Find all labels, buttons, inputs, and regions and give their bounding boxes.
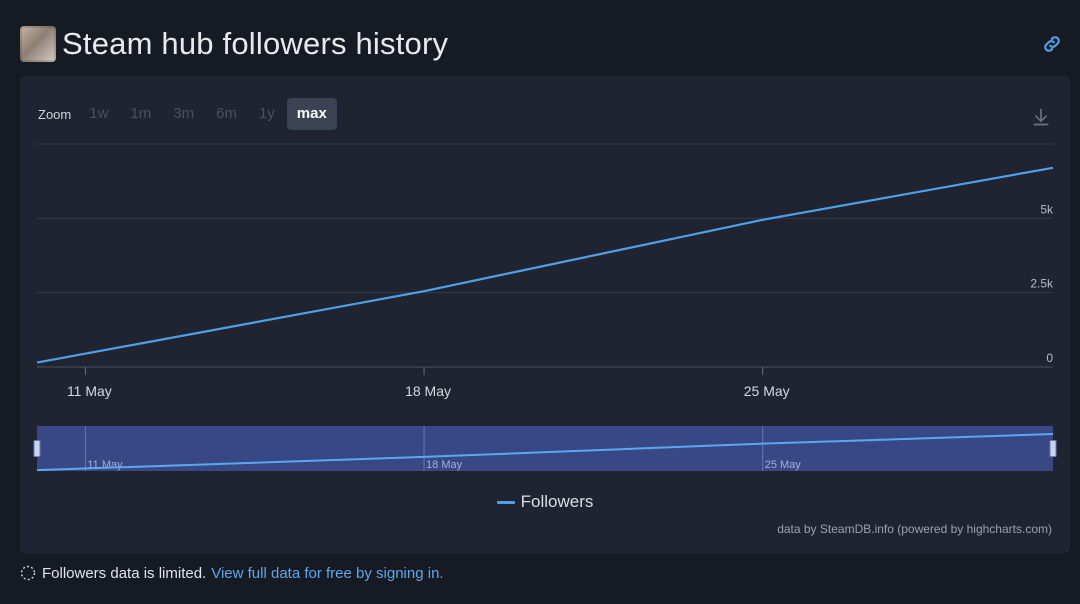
sign-in-link[interactable]: View full data for free by signing in. <box>211 564 444 582</box>
y-tick-label-1: 2.5k <box>1030 277 1054 291</box>
y-tick-label-2: 5k <box>1040 202 1054 216</box>
navigator-handle-left[interactable] <box>33 440 41 457</box>
legend-swatch-followers <box>496 500 515 504</box>
chart-credits[interactable]: data by SteamDB.info (powered by highcha… <box>777 522 1052 536</box>
notice-text: Followers data is limited. <box>42 564 207 582</box>
series-line-followers <box>36 166 1054 364</box>
data-limited-notice: Followers data is limited. View full dat… <box>20 563 444 583</box>
y-tick-label-0: 0 <box>1046 351 1053 365</box>
x-tick-label-2: 25 May <box>744 383 790 399</box>
page-title: Steam hub followers history <box>62 26 449 61</box>
legend-label-followers[interactable]: Followers <box>520 492 594 511</box>
x-tick-label-1: 18 May <box>405 383 451 399</box>
spinner-icon <box>20 565 36 581</box>
chart-legend[interactable]: Followers <box>20 492 1070 512</box>
zoom-3m-button[interactable]: 3m <box>173 105 195 122</box>
zoom-1m-button[interactable]: 1m <box>130 105 152 122</box>
zoom-6m-button[interactable]: 6m <box>216 105 237 122</box>
zoom-1w-button[interactable]: 1w <box>89 105 109 122</box>
page-header: Steam hub followers history <box>20 22 448 66</box>
navigator-series-line <box>36 433 1054 472</box>
chart-panel: Zoom 1w 1m 3m 6m 1y max 0 2.5k 5k 11 May 18 … <box>20 76 1070 553</box>
link-icon[interactable] <box>1038 30 1066 58</box>
game-avatar-icon <box>20 26 56 62</box>
x-tick-label-0: 11 May <box>67 383 112 399</box>
zoom-label: Zoom <box>38 106 72 122</box>
navigator-tick-label-1: 18 May <box>426 459 463 471</box>
download-icon[interactable] <box>1028 104 1054 130</box>
zoom-max-button[interactable]: max <box>286 98 337 130</box>
navigator-tick-label-2: 25 May <box>765 459 802 471</box>
navigator-handle-right[interactable] <box>1049 440 1057 457</box>
zoom-1y-button[interactable]: 1y <box>258 105 275 122</box>
zoom-selector: Zoom 1w 1m 3m 6m 1y max <box>38 98 339 130</box>
